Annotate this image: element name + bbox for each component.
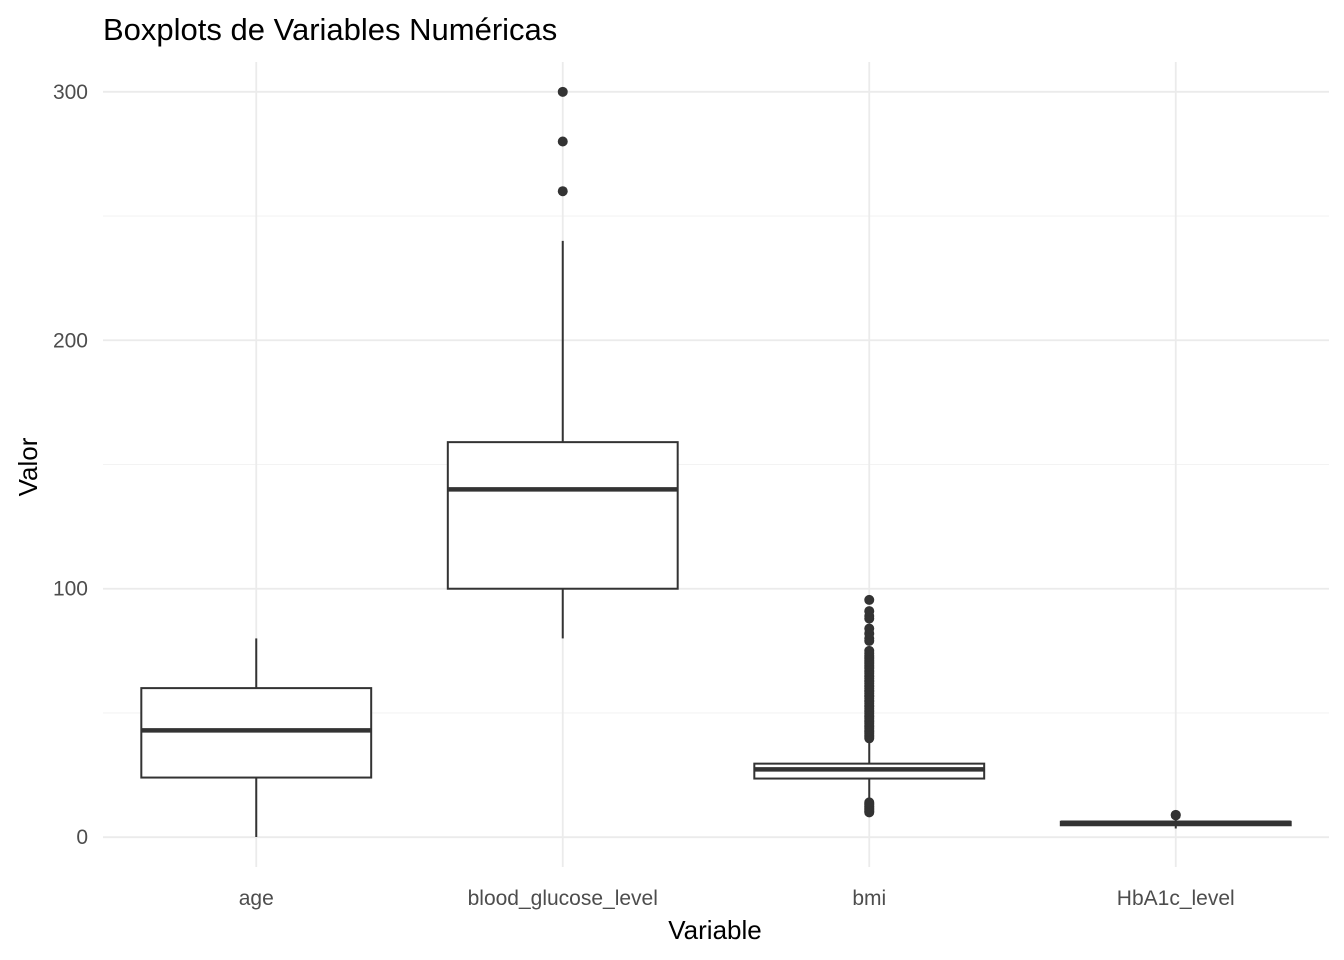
box-iqr: [446, 441, 679, 590]
y-axis-title: Valor: [13, 437, 43, 496]
x-tick-label: bmi: [852, 887, 886, 910]
outlier-point: [1170, 809, 1181, 820]
outlier-point: [864, 594, 875, 605]
chart-title: Boxplots de Variables Numéricas: [103, 12, 557, 47]
y-tick-label: 0: [76, 826, 88, 849]
plot-marks: [140, 86, 1292, 837]
box-iqr: [140, 687, 373, 779]
x-axis-title: Variable: [668, 915, 761, 945]
boxplot-age: [140, 638, 373, 837]
y-tick-label: 300: [53, 81, 88, 104]
outlier-point: [864, 606, 875, 617]
x-tick-label: HbA1c_level: [1117, 887, 1235, 910]
outlier-point: [864, 797, 875, 808]
boxplot-bmi: [753, 594, 986, 818]
x-tick-label: age: [239, 887, 274, 910]
y-tick-label: 200: [53, 329, 88, 352]
outlier-point: [557, 86, 568, 97]
outlier-point: [864, 645, 875, 656]
outlier-point: [557, 136, 568, 147]
y-tick-label: 100: [53, 578, 88, 601]
boxplot-blood_glucose_level: [446, 86, 679, 639]
tick-labels: 0 100 200 300 age blood_glucose_level bmi HbA1c…: [53, 81, 1235, 910]
outlier-point: [864, 623, 875, 634]
x-tick-label: blood_glucose_level: [468, 887, 658, 910]
boxplot-HbA1c_level: [1059, 809, 1292, 829]
outlier-point: [557, 186, 568, 197]
